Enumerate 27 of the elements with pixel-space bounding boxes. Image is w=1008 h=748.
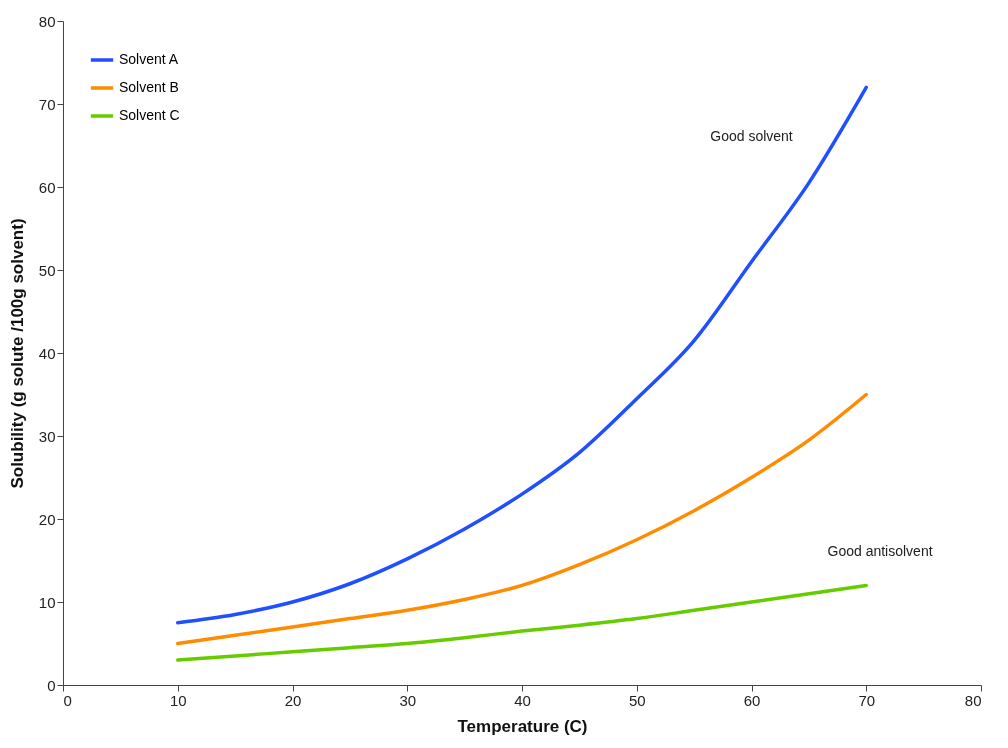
y-tick-label: 10 — [38, 593, 56, 611]
x-tick-label: 80 — [964, 691, 982, 709]
y-tick-label: 50 — [38, 261, 56, 279]
line-series — [176, 392, 868, 646]
y-tick-label: 30 — [38, 427, 56, 445]
x-tick-label: 40 — [514, 691, 531, 709]
x-axis-title: Temperature (C) — [457, 716, 588, 736]
x-tick-label: 30 — [399, 691, 417, 709]
y-tick-label: 40 — [38, 344, 56, 362]
line-series — [176, 583, 868, 662]
x-tick-label: 60 — [743, 691, 761, 709]
y-tick-label: 70 — [38, 95, 56, 113]
y-tick-label: 0 — [47, 676, 56, 694]
x-tick-label: 0 — [63, 691, 72, 709]
annotation: Good solvent — [710, 128, 793, 145]
x-tick-label: 50 — [628, 691, 646, 709]
legend-label: Solvent A — [119, 51, 179, 67]
y-tick-label: 80 — [38, 12, 56, 30]
x-tick-label: 70 — [858, 691, 876, 709]
y-tick-label: 20 — [38, 510, 56, 528]
legend-label: Solvent B — [119, 79, 179, 95]
y-axis-title: Solubility (g solute /100g solvent) — [7, 218, 27, 489]
annotation: Good antisolvent — [827, 543, 933, 560]
legend-label: Solvent C — [119, 107, 180, 123]
x-tick-label: 10 — [169, 691, 187, 709]
x-tick-label: 20 — [284, 691, 302, 709]
y-tick-label: 60 — [38, 178, 56, 196]
